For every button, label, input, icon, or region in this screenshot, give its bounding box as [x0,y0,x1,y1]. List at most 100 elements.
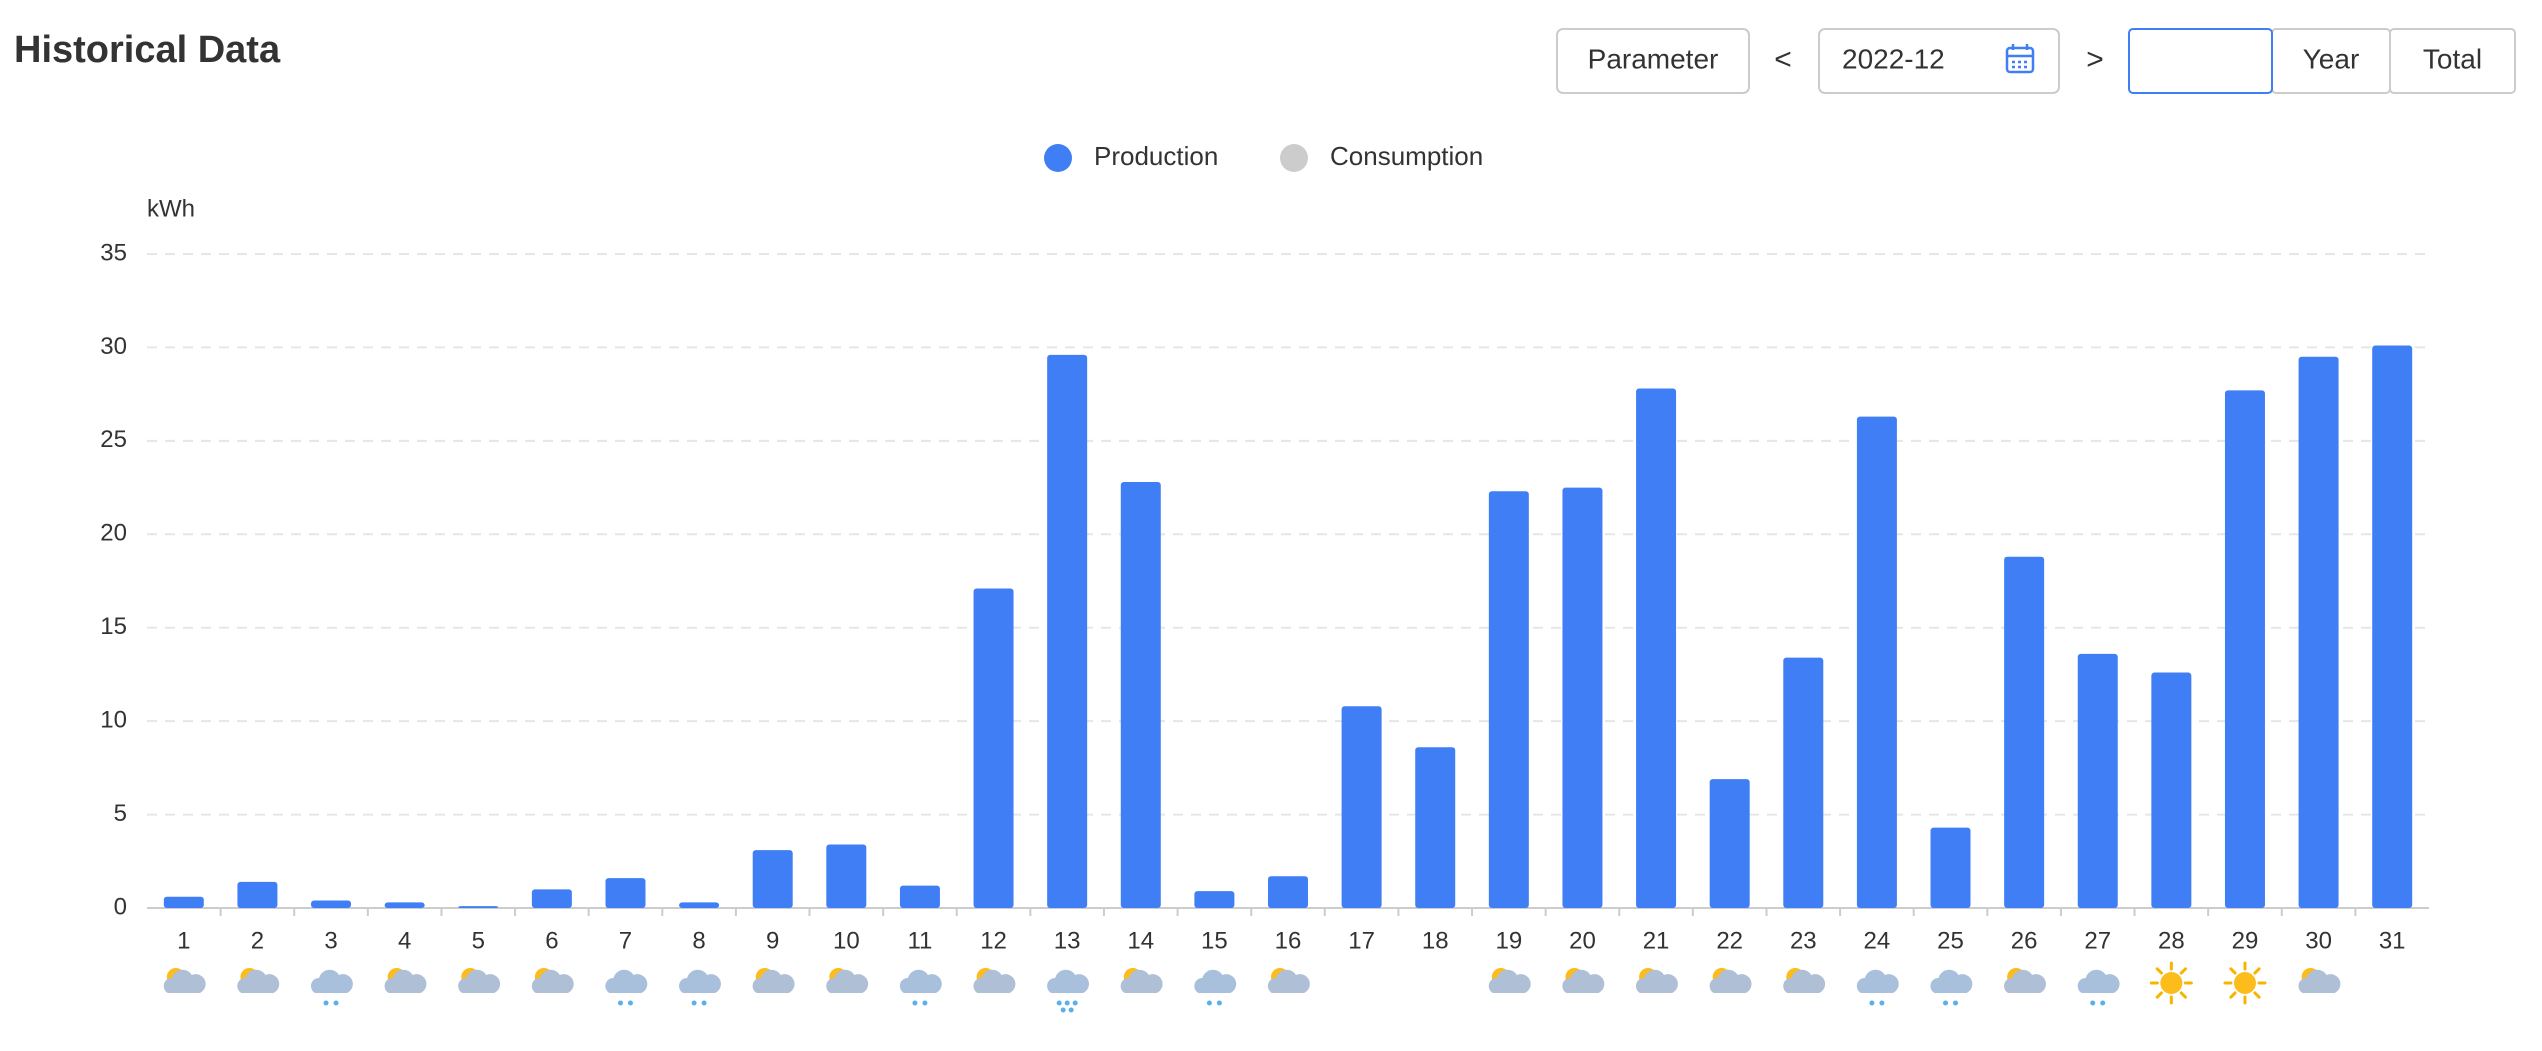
x-tick-label: 9 [766,927,779,954]
bar [458,906,499,908]
bar [1930,827,1971,908]
x-tick-label: 7 [619,927,632,954]
drop [1953,1000,1959,1006]
page-title: Historical Data [14,29,281,71]
sun-ray [2229,967,2237,975]
drop [1943,1000,1949,1006]
x-tick-label: 5 [472,927,485,954]
weather-icon [1267,968,1310,993]
weather-icon [899,969,942,1006]
cloud [1930,969,1973,993]
x-tick-label: 28 [2158,927,2185,954]
bar [899,885,940,908]
cloud [973,969,1016,993]
weather-icon [458,968,501,993]
weather-icon [678,969,721,1006]
cloud [163,969,206,993]
drop [323,1000,329,1006]
x-tick-label: 14 [1127,927,1154,954]
y-tick-label: 10 [100,706,127,733]
weather-icon [2223,961,2267,1005]
bar [2224,390,2265,908]
bar [826,844,867,908]
cloud [752,969,795,993]
weather-icon [310,969,353,1006]
weather-icon [384,968,427,993]
x-tick-label: 25 [1937,927,1964,954]
drop [701,1000,707,1006]
bar [605,878,646,908]
bar [311,900,352,908]
legend-swatch [1280,144,1308,172]
cloud [899,969,942,993]
period-button[interactable] [2128,28,2273,94]
drop [1068,1007,1074,1013]
x-tick-label: 29 [2232,927,2259,954]
bar [2004,556,2045,908]
x-tick-label: 12 [980,927,1007,954]
drop [1072,1000,1078,1006]
cloud [2077,969,2120,993]
sun [2160,972,2183,994]
sun-ray [2155,991,2163,999]
x-tick-label: 24 [1864,927,1891,954]
drop [1869,1000,1875,1006]
weather-icon [1709,968,1752,993]
bar [1341,706,1382,908]
x-tick-label: 23 [1790,927,1817,954]
x-tick-label: 8 [692,927,705,954]
y-tick-label: 30 [100,333,127,360]
weather-icon [2298,968,2341,993]
cloud [1488,969,1531,993]
legend-label: Consumption [1330,141,1483,171]
sun-ray [2229,991,2237,999]
date-picker[interactable] [1818,28,2060,94]
y-tick-label: 5 [114,800,127,827]
bar [1856,416,1897,908]
weather-icon [1930,969,1973,1006]
x-tick-label: 27 [2084,927,2111,954]
cloud [1783,969,1826,993]
x-tick-label: 11 [907,927,932,954]
sun-ray [2179,967,2187,975]
weather-icon [531,968,574,993]
period-button[interactable] [2389,28,2516,94]
x-tick-label: 20 [1569,927,1596,954]
parameter-button[interactable] [1556,28,1750,94]
drop [912,1000,918,1006]
cloud [1709,969,1752,993]
drop [922,1000,928,1006]
cloud [826,969,869,993]
bar [2077,653,2118,908]
cloud [605,969,648,993]
y-tick-label: 0 [114,893,127,920]
x-tick-label: 4 [398,927,411,954]
prev-button[interactable]: < [1774,43,1792,76]
x-tick-label: 16 [1275,927,1302,954]
bar [2151,672,2192,908]
weather-icon [1194,969,1237,1006]
drop [333,1000,339,1006]
next-button[interactable]: > [2086,43,2104,76]
cloud [2298,969,2341,993]
weather-icon [1562,968,1605,993]
drop [1216,1000,1222,1006]
weather-icon [1856,969,1899,1006]
weather-icon [1120,968,1163,993]
bar [679,902,720,908]
period-switch: MonthYearTotal [2128,28,2516,94]
sun-ray [2155,967,2163,975]
weather-icon [163,968,206,993]
x-tick-label: 17 [1348,927,1375,954]
legend-label: Production [1094,141,1218,171]
sun-ray [2179,991,2187,999]
weather-icon [1047,969,1089,1013]
y-tick-label: 25 [100,426,127,453]
cloud [678,969,721,993]
cloud [1047,969,1089,993]
x-tick-label: 13 [1054,927,1081,954]
calendar-icon [2005,44,2035,74]
drop [691,1000,697,1006]
drop [1064,1000,1070,1006]
